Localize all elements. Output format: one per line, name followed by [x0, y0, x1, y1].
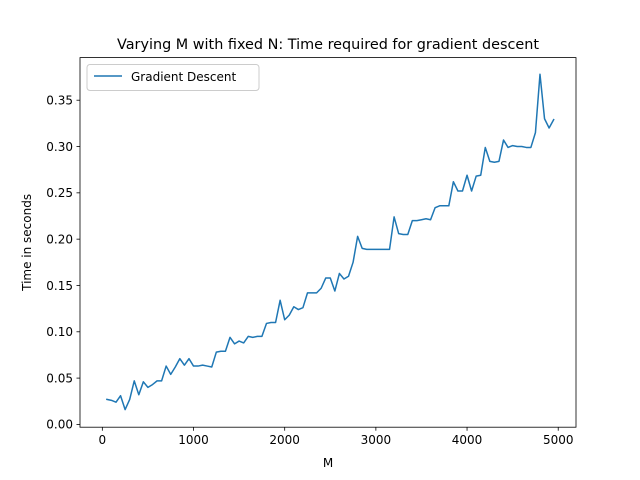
x-tick-label: 5000: [543, 433, 574, 447]
x-tick-label: 3000: [361, 433, 392, 447]
y-tick-label: 0.00: [46, 418, 73, 432]
y-tick-label: 0.15: [46, 279, 73, 293]
legend-entry-label: Gradient Descent: [131, 70, 237, 84]
y-tick-label: 0.35: [46, 94, 73, 108]
x-tick-label: 1000: [178, 433, 209, 447]
x-tick-label: 2000: [269, 433, 300, 447]
x-tick-label: 0: [99, 433, 107, 447]
y-tick-label: 0.10: [46, 325, 73, 339]
y-tick-label: 0.30: [46, 140, 73, 154]
plot-area: [106, 73, 555, 411]
legend-box: [86, 64, 260, 91]
chart-title: Varying M with fixed N: Time required fo…: [117, 37, 539, 53]
y-tick-label: 0.25: [46, 186, 73, 200]
y-tick-label: 0.05: [46, 371, 73, 385]
y-tick-label: 0.20: [46, 232, 73, 246]
y-axis-label: Time in seconds: [20, 194, 34, 292]
y-axis-ticks: 0.00 0.05 0.10 0.15 0.20 0.25 0.30 0.35: [46, 94, 80, 432]
legend: Gradient Descent: [86, 64, 260, 91]
x-tick-label: 4000: [452, 433, 483, 447]
x-axis-ticks: 0 1000 2000 3000 4000 5000: [99, 427, 574, 447]
axes-frame: [79, 57, 577, 428]
series-line-gradient-descent: [106, 73, 555, 411]
x-axis-label: M: [323, 456, 333, 470]
